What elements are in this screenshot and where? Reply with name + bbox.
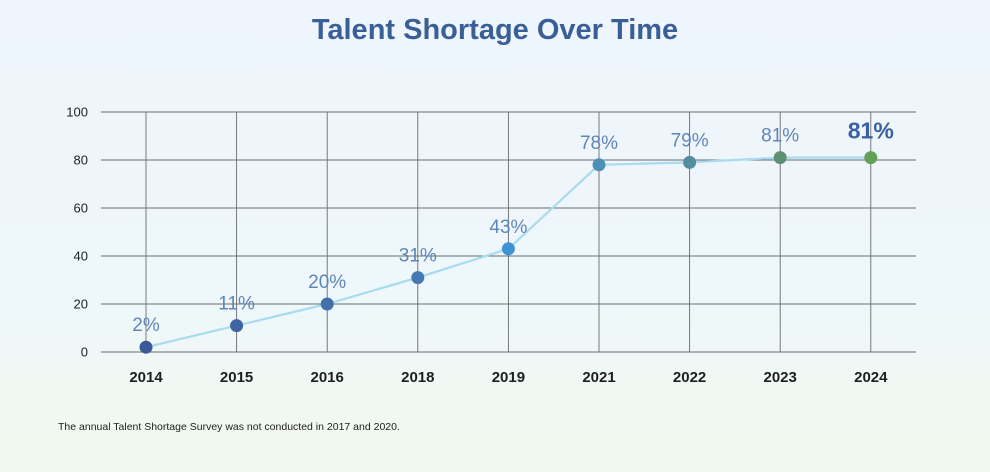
x-tick-label-2018: 2018 [401,369,434,386]
x-tick-label-2021: 2021 [582,369,615,386]
data-point-2018 [411,271,425,285]
data-label-2015: 11% [218,294,255,315]
data-label-2024: 81% [848,118,894,144]
markers [139,151,878,354]
x-tick-label-2024: 2024 [854,369,888,386]
data-point-2019 [501,242,515,256]
y-tick-label-20: 20 [74,297,88,312]
x-tick-label-2015: 2015 [220,369,253,386]
data-label-2022: 79% [671,130,709,151]
x-tick-label-2016: 2016 [311,369,344,386]
data-label-2016: 20% [308,272,346,293]
y-tick-label-40: 40 [74,249,88,264]
chart-title: Talent Shortage Over Time [311,14,679,46]
grid [101,111,916,353]
x-tick-label-2019: 2019 [492,369,525,386]
data-point-2021 [592,158,606,172]
data-point-2016 [320,297,334,311]
data-label-2018: 31% [399,246,437,267]
data-labels: 2% 11% 20% 31% 43% 78% 79% 81% 81% [132,118,894,337]
x-tick-label-2014: 2014 [129,369,163,386]
y-axis-ticks: 0 20 40 60 80 100 [66,105,88,360]
data-point-2014 [139,340,153,354]
data-point-2015 [230,319,244,333]
data-label-2021: 78% [580,133,618,154]
footnote: The annual Talent Shortage Survey was no… [58,421,400,433]
data-label-2019: 43% [489,217,527,238]
data-point-2024 [864,151,878,165]
data-point-2022 [683,155,697,169]
x-axis-ticks: 2014 2015 2016 2018 2019 2021 2022 2023 2024 [129,369,888,386]
x-tick-label-2022: 2022 [673,369,706,386]
y-tick-label-80: 80 [74,153,88,168]
data-point-2023 [773,151,787,165]
data-label-2023: 81% [761,126,799,147]
y-tick-label-60: 60 [74,201,88,216]
data-label-2014: 2% [132,315,160,336]
x-tick-label-2023: 2023 [764,369,797,386]
y-tick-label-0: 0 [81,345,88,360]
y-tick-label-100: 100 [66,105,88,120]
